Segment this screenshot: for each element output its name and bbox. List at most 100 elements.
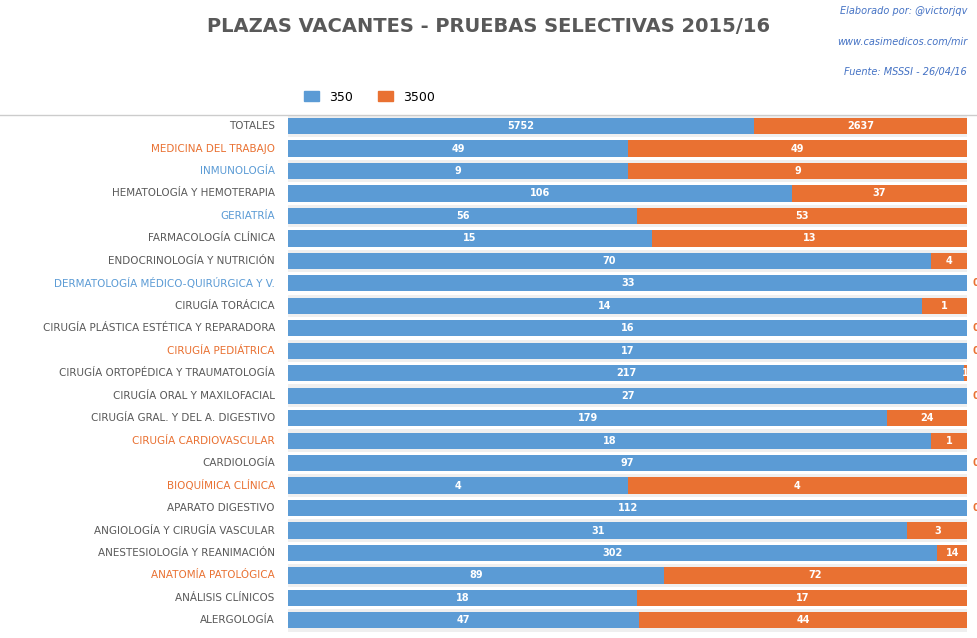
Bar xyxy=(930,253,967,269)
Bar xyxy=(288,612,639,628)
Bar xyxy=(288,474,967,497)
Bar xyxy=(288,609,967,632)
Bar xyxy=(288,523,908,538)
Bar xyxy=(288,477,628,494)
Bar xyxy=(922,298,967,314)
Text: 5752: 5752 xyxy=(507,121,534,131)
Bar xyxy=(288,567,663,584)
Text: BIOQUÍMICA CLÍNICA: BIOQUÍMICA CLÍNICA xyxy=(167,480,275,491)
Text: 56: 56 xyxy=(456,211,469,221)
Text: 0: 0 xyxy=(973,323,977,333)
Text: 72: 72 xyxy=(809,570,823,581)
Bar xyxy=(288,407,967,429)
Bar xyxy=(288,410,887,426)
Bar xyxy=(663,567,967,584)
Bar xyxy=(288,343,967,359)
Text: 15: 15 xyxy=(463,234,477,244)
Text: 0: 0 xyxy=(973,503,977,513)
Text: 1: 1 xyxy=(946,436,953,445)
Text: HEMATOLOGÍA Y HEMOTERAPIA: HEMATOLOGÍA Y HEMOTERAPIA xyxy=(111,188,275,198)
Text: 217: 217 xyxy=(616,368,636,378)
Bar xyxy=(288,272,967,295)
Bar xyxy=(288,564,967,587)
Text: 0: 0 xyxy=(973,278,977,288)
Bar xyxy=(639,612,967,628)
Bar xyxy=(887,410,967,426)
Bar xyxy=(288,362,967,385)
Bar xyxy=(967,455,969,471)
Text: 18: 18 xyxy=(456,593,470,603)
Text: 1: 1 xyxy=(962,368,969,378)
Text: 179: 179 xyxy=(577,413,598,423)
Bar xyxy=(791,186,967,202)
Text: 53: 53 xyxy=(795,211,809,221)
Bar xyxy=(288,500,967,516)
Bar xyxy=(288,542,967,564)
Text: 37: 37 xyxy=(872,188,886,198)
Bar xyxy=(288,365,964,382)
Bar xyxy=(967,275,969,292)
Text: 31: 31 xyxy=(591,526,605,535)
Text: ANGIOLOGÍA Y CIRUGÍA VASCULAR: ANGIOLOGÍA Y CIRUGÍA VASCULAR xyxy=(94,526,275,535)
Text: 27: 27 xyxy=(621,390,634,401)
Bar xyxy=(288,587,967,609)
Bar xyxy=(288,433,931,449)
Bar xyxy=(637,590,967,606)
Bar xyxy=(288,519,967,542)
Bar xyxy=(967,388,969,404)
Text: Elaborado por: @victorjqv: Elaborado por: @victorjqv xyxy=(840,6,967,16)
Bar xyxy=(908,523,967,538)
Bar xyxy=(288,186,791,202)
Text: 3: 3 xyxy=(934,526,941,535)
Text: ENDOCRINOLOGÍA Y NUTRICIÓN: ENDOCRINOLOGÍA Y NUTRICIÓN xyxy=(108,256,275,266)
Bar xyxy=(967,343,969,359)
Text: 9: 9 xyxy=(794,166,801,176)
Text: www.casimedicos.com/mir: www.casimedicos.com/mir xyxy=(837,37,967,47)
Bar xyxy=(288,137,967,160)
Bar xyxy=(288,253,930,269)
Bar xyxy=(754,118,967,134)
Text: ANATOMÍA PATOLÓGICA: ANATOMÍA PATOLÓGICA xyxy=(151,570,275,581)
Text: Fuente: MSSSI - 26/04/16: Fuente: MSSSI - 26/04/16 xyxy=(844,66,967,77)
Bar xyxy=(628,163,967,179)
Bar xyxy=(288,227,967,249)
Bar xyxy=(288,163,628,179)
Bar xyxy=(288,385,967,407)
Text: CIRUGÍA ORAL Y MAXILOFACIAL: CIRUGÍA ORAL Y MAXILOFACIAL xyxy=(112,390,275,401)
Text: 16: 16 xyxy=(621,323,634,333)
Text: 14: 14 xyxy=(598,301,612,311)
Bar xyxy=(288,452,967,474)
Bar xyxy=(628,140,967,157)
Bar xyxy=(288,429,967,452)
Text: GERIATRÍA: GERIATRÍA xyxy=(220,211,275,221)
Text: 106: 106 xyxy=(530,188,550,198)
Bar xyxy=(967,320,969,336)
Text: 4: 4 xyxy=(454,480,461,491)
Text: 33: 33 xyxy=(621,278,634,288)
Text: 2637: 2637 xyxy=(847,121,874,131)
Text: MEDICINA DEL TRABAJO: MEDICINA DEL TRABAJO xyxy=(150,144,275,154)
Bar xyxy=(288,497,967,519)
Bar xyxy=(628,477,967,494)
Bar xyxy=(931,433,967,449)
Text: 0: 0 xyxy=(973,346,977,356)
Text: 14: 14 xyxy=(946,548,959,558)
Text: PLAZAS VACANTES - PRUEBAS SELECTIVAS 2015/16: PLAZAS VACANTES - PRUEBAS SELECTIVAS 201… xyxy=(207,17,770,36)
Text: 4: 4 xyxy=(946,256,953,266)
Text: APARATO DIGESTIVO: APARATO DIGESTIVO xyxy=(167,503,275,513)
Text: 70: 70 xyxy=(603,256,616,266)
Bar xyxy=(288,388,967,404)
Bar xyxy=(288,339,967,362)
Text: CIRUGÍA CARDIOVASCULAR: CIRUGÍA CARDIOVASCULAR xyxy=(132,436,275,445)
Text: 112: 112 xyxy=(617,503,638,513)
Text: 44: 44 xyxy=(796,616,810,625)
Text: ALERGOLOGÍA: ALERGOLOGÍA xyxy=(200,616,275,625)
Text: 4: 4 xyxy=(794,480,801,491)
Text: 47: 47 xyxy=(457,616,470,625)
Text: 0: 0 xyxy=(973,390,977,401)
Text: 18: 18 xyxy=(603,436,616,445)
Bar xyxy=(288,249,967,272)
Text: 13: 13 xyxy=(803,234,817,244)
Bar xyxy=(288,298,922,314)
Text: INMUNOLOGÍA: INMUNOLOGÍA xyxy=(200,166,275,176)
